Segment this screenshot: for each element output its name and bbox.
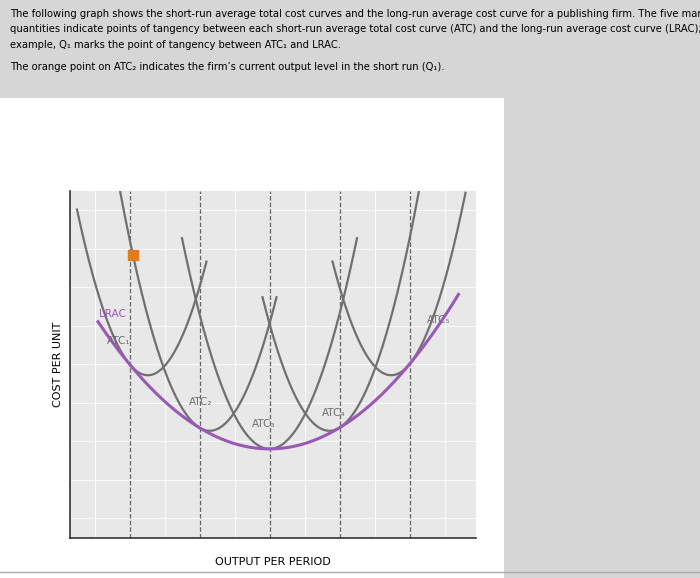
Text: LRAC: LRAC [99, 309, 125, 319]
Text: ATC₄: ATC₄ [322, 407, 346, 417]
Text: ATC₃: ATC₃ [252, 419, 276, 429]
Text: The following graph shows the short-run average total cost curves and the long-r: The following graph shows the short-run … [10, 9, 700, 18]
Text: example, Q₁ marks the point of tangency between ATC₁ and LRAC.: example, Q₁ marks the point of tangency … [10, 40, 342, 50]
Text: The orange point on ATC₂ indicates the firm’s current output level in the short : The orange point on ATC₂ indicates the f… [10, 62, 445, 72]
Y-axis label: COST PER UNIT: COST PER UNIT [53, 321, 63, 407]
Text: ATC₁: ATC₁ [107, 336, 131, 346]
Text: quantities indicate points of tangency between each short-run average total cost: quantities indicate points of tangency b… [10, 24, 700, 34]
Text: ATC₅: ATC₅ [427, 315, 451, 325]
X-axis label: OUTPUT PER PERIOD: OUTPUT PER PERIOD [215, 557, 331, 567]
Text: ATC₂: ATC₂ [189, 397, 213, 406]
